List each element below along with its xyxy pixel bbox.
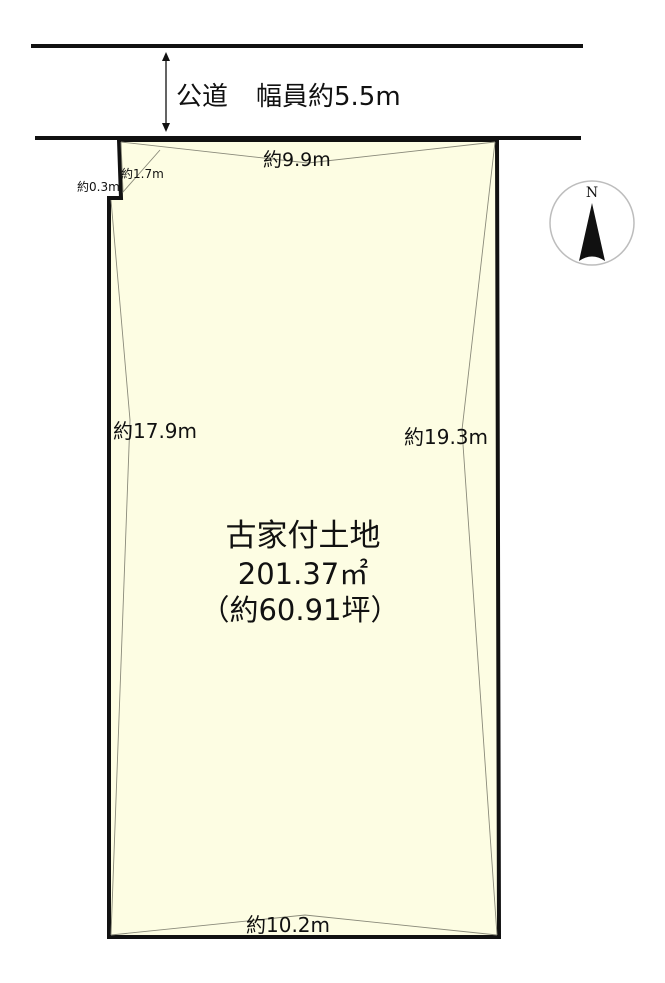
dimension-guides (110, 141, 498, 936)
dimension-top: 約9.9m (263, 149, 331, 171)
north-compass: N (549, 180, 635, 266)
dimension-bottom: 約10.2m (246, 913, 330, 937)
lot-area-tsubo: （約60.91坪） (200, 593, 399, 627)
road-width-arrow (162, 52, 170, 132)
dimension-left: 約17.9m (113, 419, 197, 443)
lot-area: 201.37㎡ (238, 557, 368, 591)
road-label: 公道 (176, 82, 228, 112)
north-arrow-icon (579, 203, 605, 261)
lot-title: 古家付土地 (226, 518, 381, 554)
dimension-corner-notch: 約0.3m (77, 179, 120, 194)
compass-north-label: N (586, 185, 598, 201)
road-width-label: 幅員約5.5m (256, 82, 401, 112)
dimension-right: 約19.3m (404, 425, 488, 449)
dimension-corner-diag: 約1.7m (121, 166, 164, 181)
lot-boundary (107, 138, 502, 939)
